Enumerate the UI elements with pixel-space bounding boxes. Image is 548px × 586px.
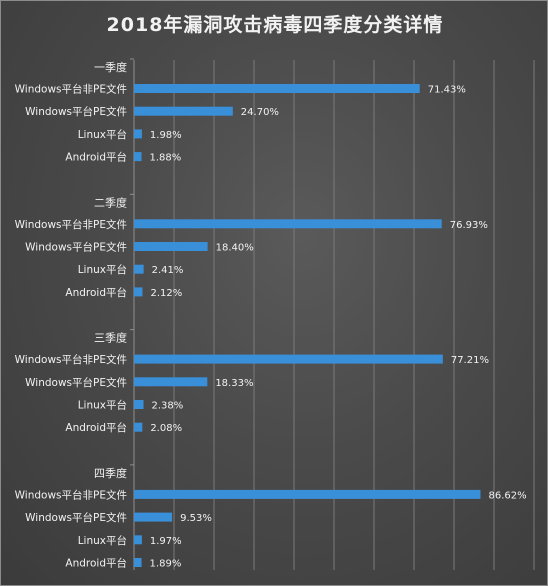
category-label: Windows平台非PE文件 <box>15 83 127 96</box>
bar <box>134 129 142 139</box>
bar <box>134 242 208 251</box>
bar <box>134 512 173 522</box>
quarter-label: 二季度 <box>94 195 127 209</box>
bar <box>134 558 142 567</box>
data-label: 2.08% <box>150 423 182 434</box>
data-label: 2.12% <box>150 288 182 299</box>
category-label: Windows平台PE文件 <box>25 241 127 254</box>
data-label: 18.40% <box>216 243 254 254</box>
category-label: Windows平台PE文件 <box>25 105 127 118</box>
data-label: 1.98% <box>150 130 182 141</box>
category-label: Linux平台 <box>78 263 127 276</box>
bar <box>134 287 143 297</box>
category-label: Windows平台非PE文件 <box>15 488 127 501</box>
category-label: Android平台 <box>65 557 127 570</box>
data-label: 18.33% <box>215 378 253 389</box>
category-label: Linux平台 <box>78 534 127 547</box>
category-label: Windows平台非PE文件 <box>15 218 127 231</box>
bar <box>134 489 481 499</box>
data-label: 76.93% <box>450 220 488 231</box>
category-label: Windows平台非PE文件 <box>15 353 127 366</box>
data-label: 1.88% <box>150 153 182 164</box>
bar <box>134 106 233 116</box>
bar <box>134 84 420 93</box>
category-label: Android平台 <box>65 286 127 299</box>
category-label: Windows平台PE文件 <box>25 376 127 389</box>
category-label: Linux平台 <box>78 399 127 412</box>
category-label: Linux平台 <box>78 128 127 141</box>
bar <box>134 422 143 432</box>
quarter-label: 四季度 <box>94 466 127 480</box>
data-label: 24.70% <box>241 107 279 118</box>
bar <box>134 354 443 364</box>
data-label: 86.62% <box>488 490 526 501</box>
quarter-label: 一季度 <box>94 60 127 74</box>
bar <box>134 264 144 274</box>
bar <box>134 400 144 409</box>
bar <box>134 152 142 162</box>
bar <box>134 219 442 229</box>
data-label: 77.21% <box>451 355 489 366</box>
category-label: Android平台 <box>65 421 127 434</box>
chart-title: 2018年漏洞攻击病毒四季度分类详情 <box>106 14 444 36</box>
data-label: 1.89% <box>150 559 182 570</box>
data-label: 2.38% <box>152 401 184 412</box>
quarter-label: 三季度 <box>94 331 127 345</box>
category-label: Windows平台PE文件 <box>25 511 127 524</box>
data-label: 1.97% <box>150 536 182 547</box>
data-label: 71.43% <box>428 85 466 96</box>
bar <box>134 535 142 545</box>
category-label: Android平台 <box>65 151 127 164</box>
bar <box>134 377 208 387</box>
data-label: 9.53% <box>180 513 212 524</box>
data-label: 2.41% <box>152 265 184 276</box>
